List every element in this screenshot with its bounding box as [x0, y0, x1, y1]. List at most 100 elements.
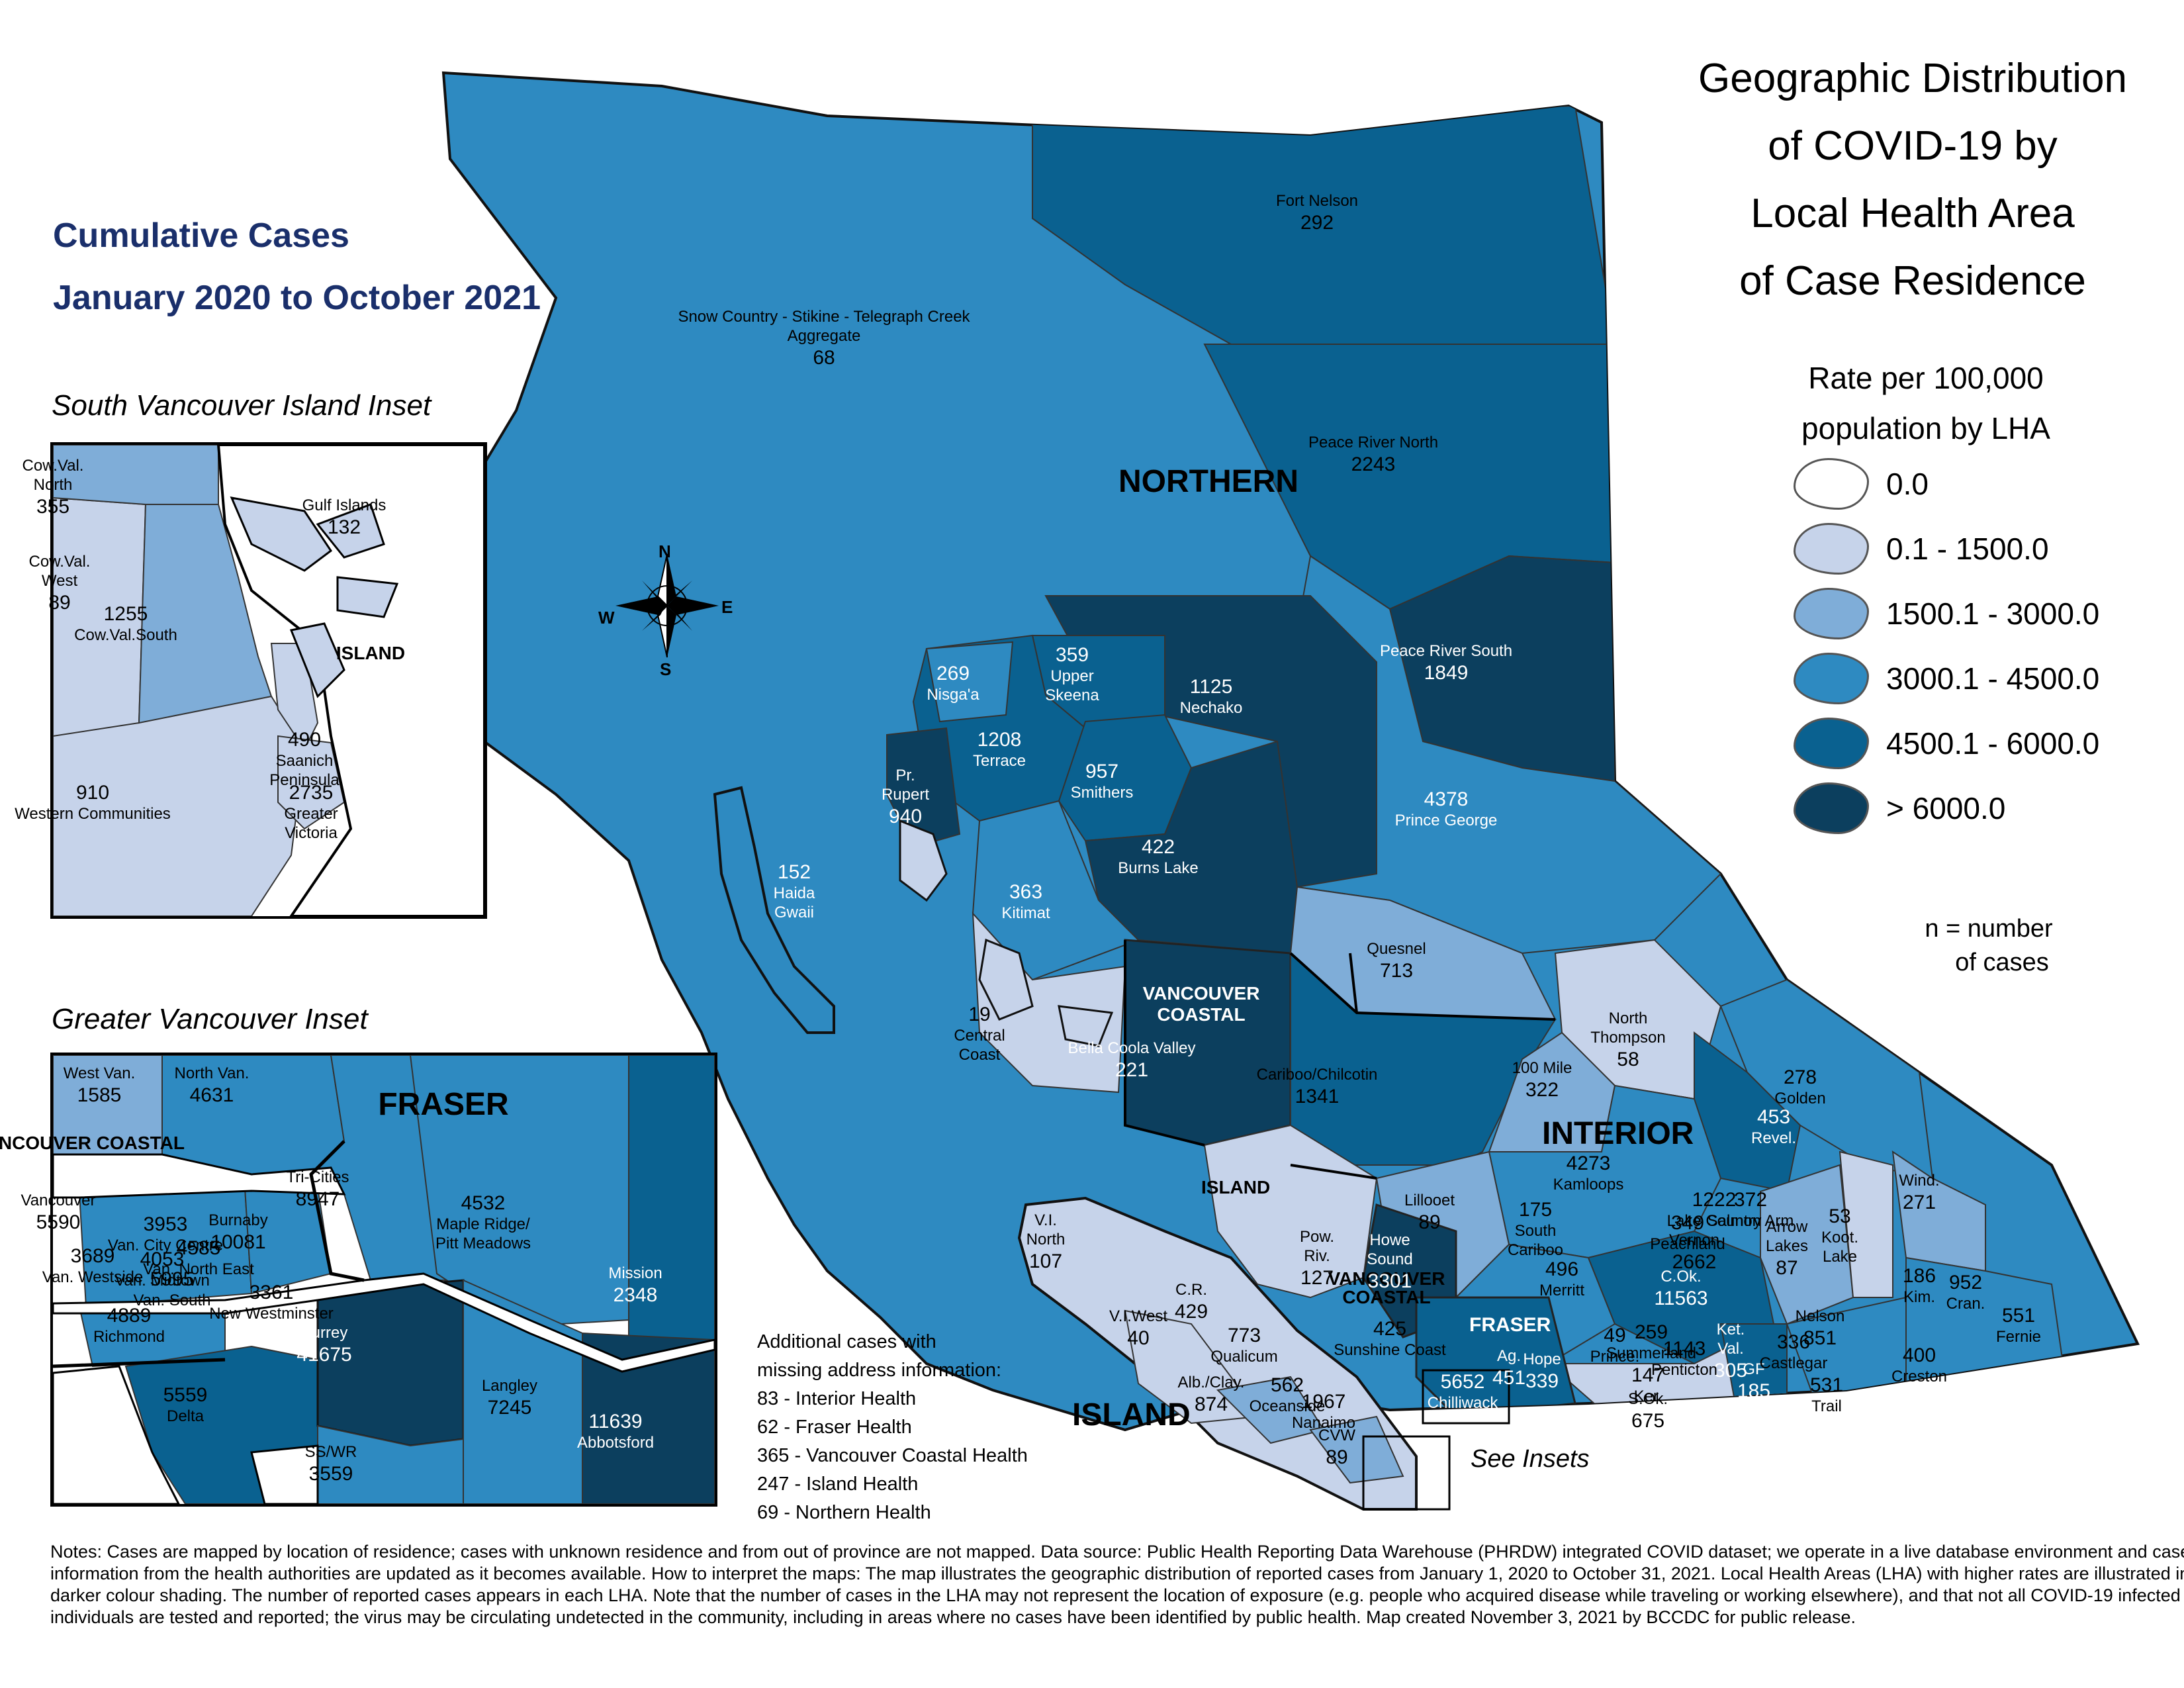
lha-arrow-lakes-area	[1760, 1164, 1854, 1325]
lha-label: Fort Nelson 292	[1276, 192, 1358, 235]
lha-label: 453 Revel.	[1751, 1105, 1796, 1149]
lha-case-count: 11563	[1654, 1287, 1708, 1309]
cvw-area	[1309, 1415, 1404, 1484]
greater-van-inset	[50, 1053, 717, 1507]
lha-label: 531 Trail	[1810, 1374, 1843, 1417]
lha-name-line2: Lake	[1822, 1247, 1858, 1266]
gv-strait	[53, 1365, 180, 1504]
lha-case-count: 422	[1141, 836, 1175, 858]
lha-label: C.Ok. 11563	[1654, 1268, 1707, 1311]
lha-name: Bella Coola Valley	[1068, 1039, 1196, 1057]
lha-case-count: 3689	[70, 1245, 115, 1267]
lha-label: 147 Ker.	[1631, 1364, 1664, 1407]
lha-name-line2: Lakes	[1765, 1237, 1809, 1255]
lha-case-count: 107	[1028, 1250, 1063, 1272]
lha-label: 952 Cran.	[1946, 1271, 1985, 1314]
lha-label: Pow. Riv. 127	[1300, 1228, 1334, 1290]
lha-name-line2: North	[1026, 1230, 1066, 1248]
lha-case-count: 89	[1326, 1446, 1348, 1468]
region-vancoastal-line2: COASTAL	[1157, 1004, 1246, 1025]
lha-label: 490 Saanich Peninsula	[269, 728, 339, 790]
lha-name: Nanaimo	[1291, 1414, 1356, 1432]
lha-name: Trail	[1811, 1397, 1842, 1415]
lha-label: 425 Sunshine Coast	[1334, 1317, 1445, 1360]
lha-name: Tri-Cities	[286, 1168, 349, 1186]
lha-label: 1255 Cow.Val.South	[74, 602, 177, 645]
lha-case-count: 5559	[163, 1384, 208, 1406]
region-vancoastal-label: VANCOUVER COASTAL	[1135, 983, 1267, 1025]
map-title-line4: of Case Residence	[1739, 258, 2086, 304]
lha-name: Kim.	[1903, 1288, 1935, 1306]
legend-item: 4500.1 - 6000.0	[1794, 718, 2099, 769]
lha-name: Ket.	[1716, 1321, 1745, 1338]
legend-label: 4500.1 - 6000.0	[1886, 726, 2100, 761]
legend-swatch	[1794, 458, 1869, 510]
inset-box-south-island	[1362, 1435, 1451, 1511]
lha-label: Peace River North 2243	[1308, 434, 1438, 477]
lha-label: ISLAND	[336, 642, 405, 665]
lha-name: Lillooet	[1404, 1192, 1455, 1209]
lha-label: FRASER	[378, 1086, 508, 1124]
lha-name-line2: Gwaii	[774, 903, 814, 921]
lha-case-count: 551	[2001, 1305, 2036, 1327]
lha-name-line2: Skeena	[1045, 686, 1099, 704]
lha-name: CVW	[1318, 1427, 1355, 1444]
lha-case-count: 339	[1525, 1370, 1559, 1392]
lha-case-count: 5995	[150, 1268, 195, 1290]
lha-case-count: 40	[1127, 1327, 1150, 1349]
south-island-inset	[50, 442, 487, 919]
lha-case-count: 957	[1085, 761, 1119, 782]
lha-name: Abbotsford	[576, 1434, 655, 1452]
lha-label: North Thompson 58	[1590, 1009, 1665, 1072]
lha-label: Hope 339	[1523, 1350, 1561, 1393]
lha-label: 363 Kitimat	[1001, 880, 1050, 923]
lha-case-count: 10081	[210, 1231, 266, 1253]
greater-van-inset-map	[53, 1055, 715, 1504]
lha-name: Greater	[284, 805, 338, 823]
compass-e: E	[721, 597, 733, 617]
lha-label: 400 Creston	[1891, 1344, 1947, 1387]
lha-case-count: 773	[1227, 1325, 1261, 1346]
n-note: n = number of cases	[1889, 912, 2088, 980]
lha-label: 259 Summerland	[1606, 1321, 1696, 1364]
legend-item: 3000.1 - 4500.0	[1794, 653, 2099, 704]
region-vancoastal-small-line1: VANCOUVER	[1328, 1268, 1445, 1289]
lha-case-count: 58	[1617, 1048, 1639, 1070]
lha-name: Van. South	[133, 1291, 211, 1309]
lha-label: Peace River South 1849	[1380, 642, 1512, 685]
lha-label: Mission 2348	[608, 1264, 662, 1307]
lha-name: South	[1514, 1222, 1557, 1240]
lha-name: Kamloops	[1553, 1176, 1624, 1194]
south-island-inset-title: South Vancouver Island Inset	[52, 389, 432, 422]
coastal-islands	[899, 819, 1114, 1047]
lha-case-count: 1143	[1662, 1338, 1706, 1360]
lha-label: GF 185	[1737, 1360, 1770, 1403]
lha-name: Oceanside	[1249, 1397, 1326, 1415]
lha-label: Gulf Islands 132	[302, 496, 387, 539]
lha-name-line2: Val.	[1717, 1339, 1744, 1358]
cumulative-title: Cumulative Cases January 2020 to October…	[53, 218, 541, 315]
lha-name: Salmon Arm	[1707, 1212, 1794, 1230]
lha-name: S.Ok.	[1627, 1390, 1668, 1408]
lha-label: 562 Oceanside	[1250, 1374, 1326, 1417]
legend-label: > 6000.0	[1886, 791, 2006, 825]
lha-label: 3953 Van. City Centre	[108, 1213, 223, 1256]
lha-case-count: 851	[1803, 1327, 1837, 1349]
lha-case-count: 451	[1492, 1366, 1526, 1389]
lha-label: 278 Golden	[1774, 1066, 1825, 1109]
n-note-line1: n = number	[1925, 915, 2053, 943]
lha-name: V.I.	[1034, 1211, 1057, 1229]
lha-case-count: 2662	[1672, 1250, 1717, 1273]
lha-label: 19 Central Coast	[954, 1003, 1005, 1065]
sv-water	[216, 445, 484, 916]
lha-label: 422 Burns Lake	[1118, 835, 1198, 878]
lha-label: SS/WR 3559	[305, 1443, 357, 1486]
lha-label: CVW 89	[1318, 1427, 1355, 1470]
gv-boundary-bay	[250, 1444, 319, 1504]
cumulative-title-line1: Cumulative Cases	[53, 216, 349, 255]
lha-island-mainland-area	[1203, 1124, 1378, 1299]
legend-label: 0.1 - 1500.0	[1886, 532, 2049, 566]
lha-case-count: 5590	[36, 1211, 81, 1233]
lha-label: 3361 New Westminster	[209, 1281, 334, 1324]
lha-label: Quesnel 713	[1367, 940, 1426, 983]
